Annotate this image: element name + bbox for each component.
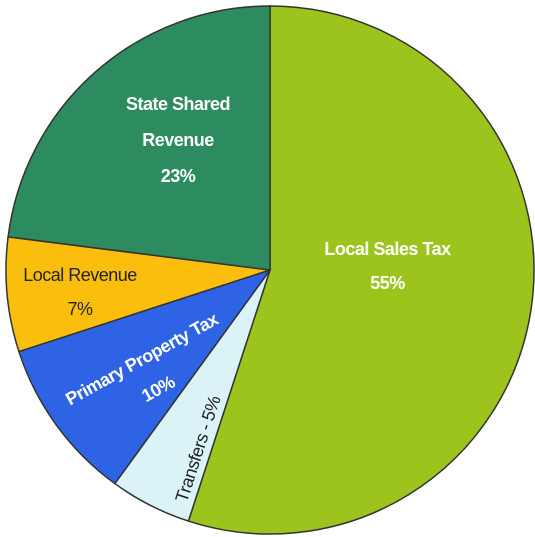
category-label: Local Revenue (23, 265, 137, 285)
slice-label: Local Revenue 7% (5, 258, 155, 326)
slice-label: State Shared Revenue 23% (108, 86, 248, 194)
pie-slice (187, 5, 535, 535)
pie-slice (7, 5, 271, 271)
pie-slice (5, 236, 271, 353)
value-label: 55% (370, 273, 405, 293)
category-label: Local Sales Tax (324, 239, 451, 259)
pie-slice (17, 268, 272, 485)
value-label: 5% (197, 393, 225, 424)
value-label: 23% (160, 166, 196, 186)
slice-label: Local Sales Tax 55% (300, 232, 475, 300)
value-label: 7% (67, 299, 93, 319)
category-label: State Shared Revenue (125, 94, 231, 150)
